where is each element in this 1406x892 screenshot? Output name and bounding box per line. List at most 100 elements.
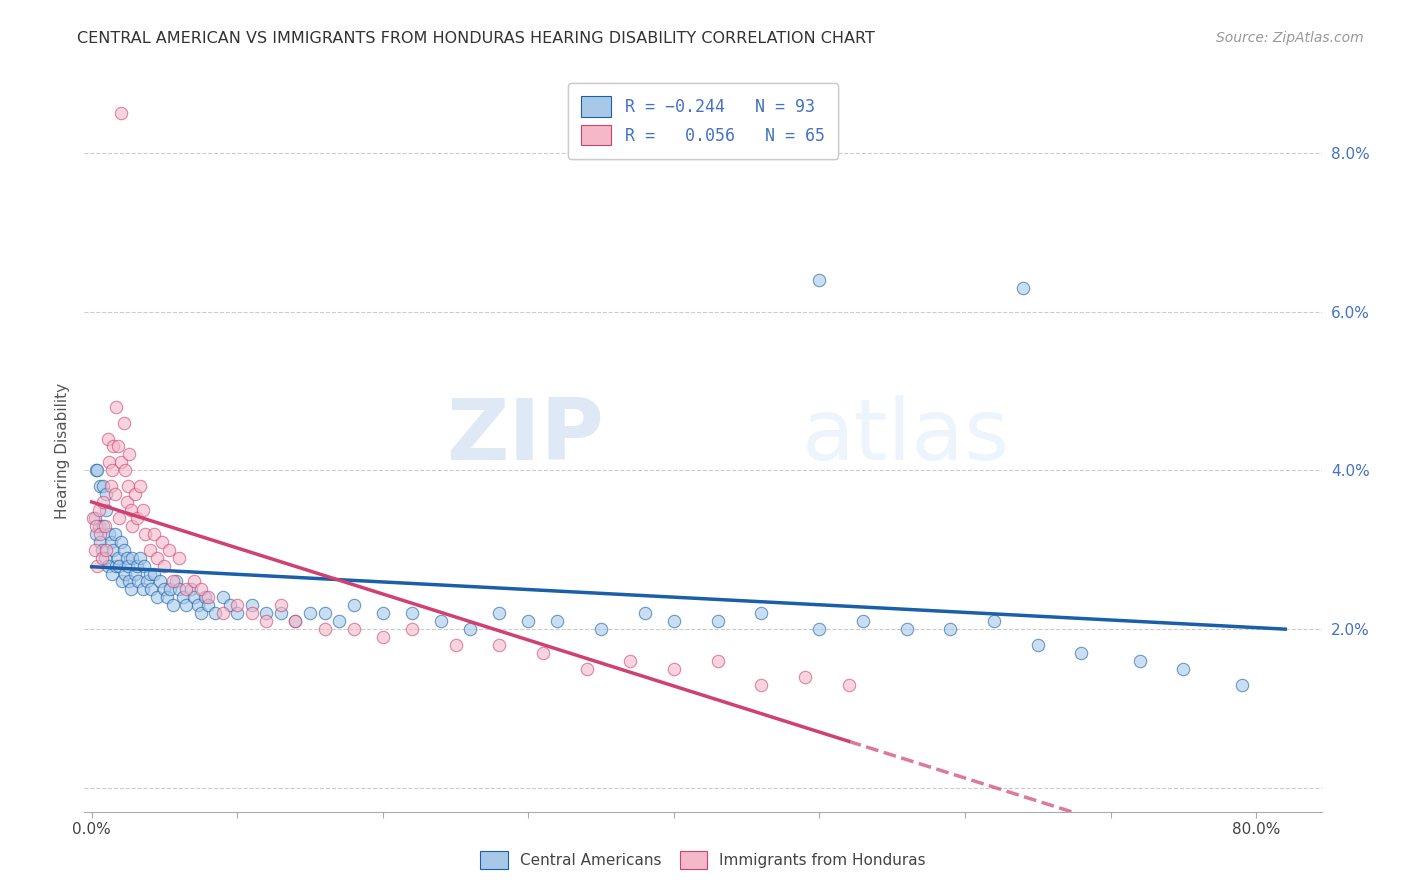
Point <box>104 526 127 541</box>
Point <box>219 599 242 613</box>
Point <box>125 511 148 525</box>
Point <box>115 550 138 565</box>
Point <box>114 463 136 477</box>
Text: Source: ZipAtlas.com: Source: ZipAtlas.com <box>1216 31 1364 45</box>
Point <box>167 550 190 565</box>
Point <box>146 550 169 565</box>
Point <box>401 606 423 620</box>
Point <box>131 582 153 597</box>
Point <box>939 622 962 636</box>
Point <box>793 670 815 684</box>
Point <box>121 550 143 565</box>
Point <box>852 614 875 628</box>
Point <box>108 511 131 525</box>
Point <box>97 558 120 573</box>
Point <box>706 654 728 668</box>
Point <box>159 582 181 597</box>
Point <box>749 678 772 692</box>
Point <box>328 614 350 628</box>
Point <box>458 622 481 636</box>
Point <box>112 542 135 557</box>
Point <box>197 599 219 613</box>
Text: ZIP: ZIP <box>446 394 605 477</box>
Point <box>134 526 156 541</box>
Point <box>115 495 138 509</box>
Point <box>190 606 212 620</box>
Point <box>101 566 124 581</box>
Point <box>371 606 394 620</box>
Point <box>619 654 641 668</box>
Point <box>546 614 568 628</box>
Point <box>96 487 118 501</box>
Point <box>838 678 860 692</box>
Point <box>1129 654 1152 668</box>
Point <box>172 591 194 605</box>
Point <box>749 606 772 620</box>
Point <box>444 638 467 652</box>
Point <box>118 574 141 589</box>
Point <box>150 534 173 549</box>
Point <box>430 614 453 628</box>
Point <box>153 582 176 597</box>
Point <box>121 519 143 533</box>
Point <box>89 479 111 493</box>
Point <box>254 606 277 620</box>
Point <box>136 574 159 589</box>
Point <box>314 622 336 636</box>
Point <box>110 534 132 549</box>
Point <box>103 440 125 454</box>
Point <box>101 463 124 477</box>
Point <box>156 591 179 605</box>
Point <box>174 582 197 597</box>
Point <box>98 526 121 541</box>
Point <box>401 622 423 636</box>
Point <box>298 606 321 620</box>
Point <box>128 550 150 565</box>
Point <box>132 558 155 573</box>
Point <box>127 574 149 589</box>
Point <box>139 542 162 557</box>
Point <box>114 566 136 581</box>
Point <box>84 463 107 477</box>
Y-axis label: Hearing Disability: Hearing Disability <box>55 383 70 518</box>
Point <box>174 599 197 613</box>
Point <box>240 599 263 613</box>
Point <box>343 599 366 613</box>
Point <box>83 511 105 525</box>
Point <box>254 614 277 628</box>
Point <box>706 614 728 628</box>
Point <box>110 455 132 469</box>
Point <box>112 416 135 430</box>
Point <box>117 479 139 493</box>
Point <box>371 630 394 644</box>
Point <box>82 511 104 525</box>
Text: atlas: atlas <box>801 394 1010 477</box>
Point <box>131 503 153 517</box>
Point <box>89 534 111 549</box>
Point <box>107 440 129 454</box>
Point <box>157 542 180 557</box>
Point <box>153 558 176 573</box>
Point <box>1012 281 1035 295</box>
Point <box>183 574 205 589</box>
Point <box>84 519 107 533</box>
Point <box>93 550 115 565</box>
Point <box>167 582 190 597</box>
Legend: R = −0.244   N = 93, R =   0.056   N = 65: R = −0.244 N = 93, R = 0.056 N = 65 <box>568 83 838 159</box>
Point <box>270 606 292 620</box>
Point <box>120 582 142 597</box>
Point <box>1070 646 1092 660</box>
Point <box>105 558 128 573</box>
Point <box>89 526 111 541</box>
Point <box>96 542 118 557</box>
Point <box>1173 662 1195 676</box>
Point <box>343 622 366 636</box>
Point <box>211 606 233 620</box>
Point <box>107 550 129 565</box>
Point <box>91 479 114 493</box>
Point <box>120 503 142 517</box>
Point <box>591 622 613 636</box>
Point <box>284 614 307 628</box>
Point <box>1230 678 1253 692</box>
Point <box>211 591 233 605</box>
